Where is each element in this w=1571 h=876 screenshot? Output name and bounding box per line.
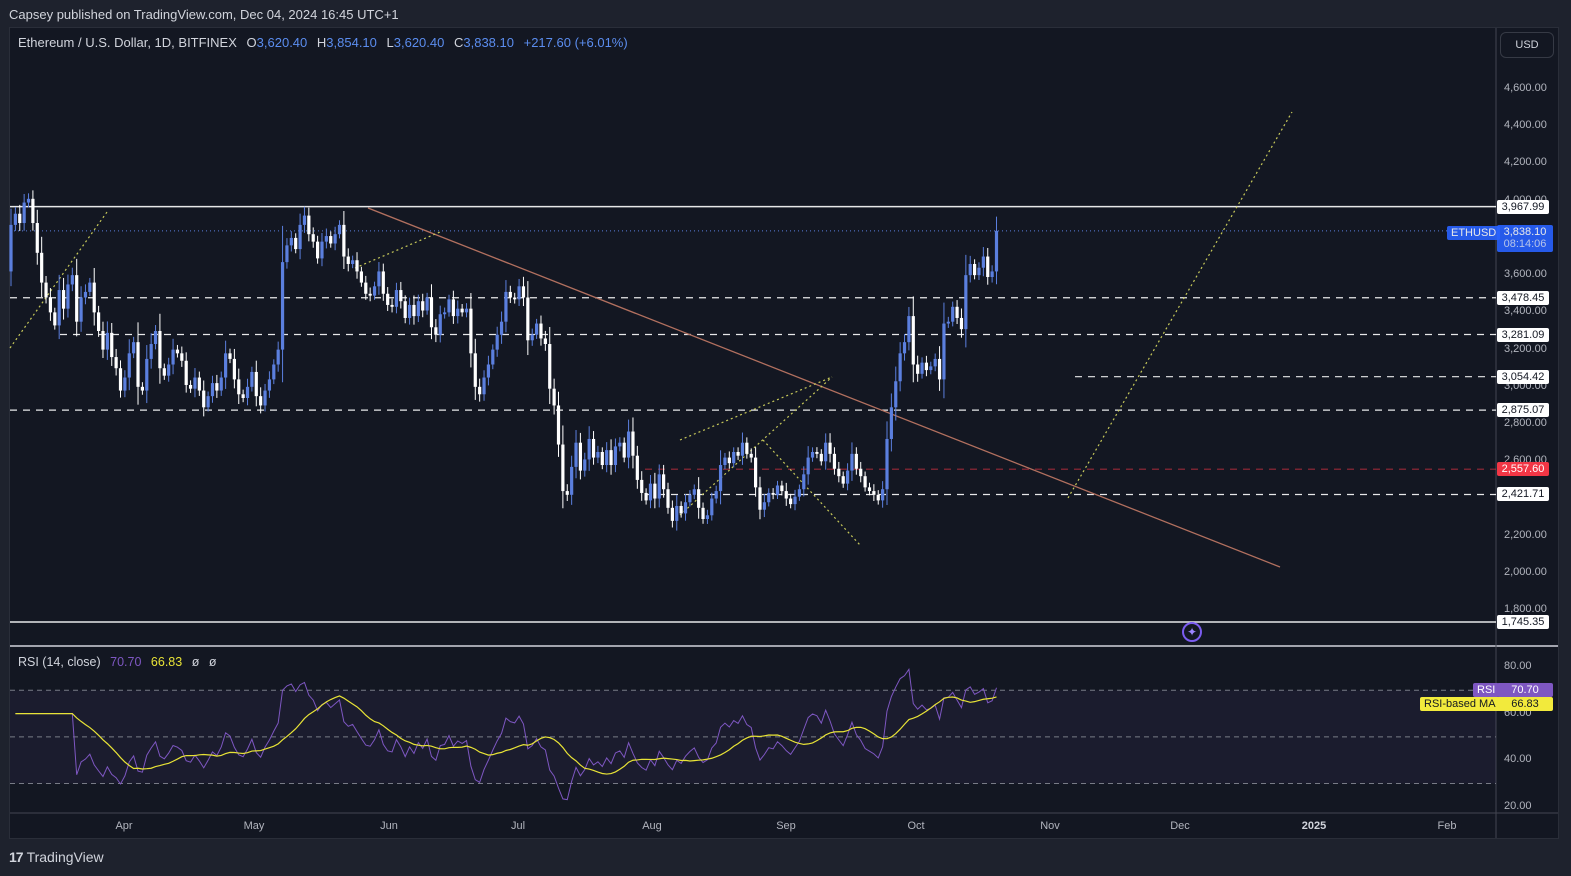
candles [9,190,999,531]
price-tick: 4,600.00 [1504,82,1547,94]
low-key: L [386,35,394,50]
published-caption: Capsey published on TradingView.com, Dec… [9,7,399,22]
high-value: 3,854.10 [326,35,377,50]
currency-button[interactable]: USD [1500,32,1554,58]
open-key: O [246,35,257,50]
price-tick: 2,200.00 [1504,528,1547,541]
price-level-tag: 2,557.60 [1497,462,1549,477]
ohlc-legend: Ethereum / U.S. Dollar, 1D, BITFINEX O3,… [18,35,628,50]
price-level-tag: 3,281.09 [1497,327,1549,342]
low-value: 3,620.40 [393,35,445,50]
rsi-legend: RSI (14, close) 70.70 66.83 ø ø [18,655,216,669]
chart-frame [9,27,1559,839]
dotted-trendline[interactable] [9,211,108,349]
time-tick: Oct [907,820,925,832]
price-level-tag: 3,967.99 [1497,199,1549,214]
rsi-line [15,667,997,801]
current-price: 3,838.10 [1503,226,1547,238]
price-tick: 2,800.00 [1504,417,1547,430]
dotted-trendline[interactable] [679,376,833,441]
close-key: C [453,35,464,50]
time-tick: Feb [1437,820,1457,832]
price-level-tag: 3,054.42 [1497,369,1549,384]
symbol-description[interactable]: Ethereum / U.S. Dollar, 1D, BITFINEX [18,35,237,50]
price-tick: 3,600.00 [1504,268,1547,281]
rsi-ma-line [15,695,997,775]
tradingview-logo-icon: 17 [9,849,24,865]
price-tick: 4,400.00 [1504,119,1547,132]
dotted-trendline[interactable] [679,376,833,516]
dotted-trendline[interactable] [1067,111,1293,499]
descending-trendline[interactable] [367,207,1281,568]
price-tick: 4,200.00 [1504,156,1547,169]
rsi-axis-tag: RSI [1473,683,1500,697]
brand-name: TradingView [26,849,104,865]
dotted-trendline[interactable] [762,439,861,546]
rsi-value: 70.70 [110,655,142,669]
time-tick: Apr [115,820,133,832]
open-value: 3,620.40 [256,35,308,50]
price-tick: 2,000.00 [1504,565,1547,578]
price-level-tag: 2,421.71 [1497,487,1549,502]
rsi-tick: 40.00 [1504,753,1532,766]
null-icon: ø [208,655,217,669]
time-tick: Jun [380,820,398,832]
symbol-tag: ETHUSD [1447,226,1501,240]
null-icon: ø [191,655,200,669]
rsi-axis-value: 70.70 [1497,683,1553,697]
price-tick: 3,200.00 [1504,342,1547,355]
rsi-title[interactable]: RSI (14, close) [18,655,101,669]
current-price-tag: 3,838.10 08:14:06 [1497,225,1553,252]
price-level-tag: 3,478.45 [1497,290,1549,305]
bar-countdown: 08:14:06 [1503,238,1547,250]
time-tick: Sep [776,820,796,832]
time-tick: Dec [1170,820,1190,832]
price-tick: 3,400.00 [1504,305,1547,318]
time-tick: Aug [642,820,662,832]
change-value: +217.60 (+6.01%) [523,35,628,50]
price-level-tag: 1,745.35 [1497,615,1549,629]
price-tick: 1,800.00 [1504,603,1547,616]
rsi-ma-axis-value: 66.83 [1497,697,1553,711]
time-tick: Jul [510,820,526,832]
tradingview-logo[interactable]: 17 TradingView [9,849,104,865]
price-level-tag: 2,875.07 [1497,403,1549,418]
time-tick: May [243,820,265,832]
high-key: H [316,35,327,50]
rsi-ma-axis-tag: RSI-based MA [1420,697,1500,711]
close-value: 3,838.10 [463,35,514,50]
rsi-tick: 80.00 [1504,660,1532,672]
dotted-trendline[interactable] [354,231,441,269]
time-tick: 2025 [1301,820,1327,832]
rsi-tick: 20.00 [1504,799,1532,812]
rsi-ma-value: 66.83 [150,655,183,669]
sparkle-icon[interactable]: ✦ [1182,622,1202,642]
time-tick: Nov [1040,820,1060,832]
